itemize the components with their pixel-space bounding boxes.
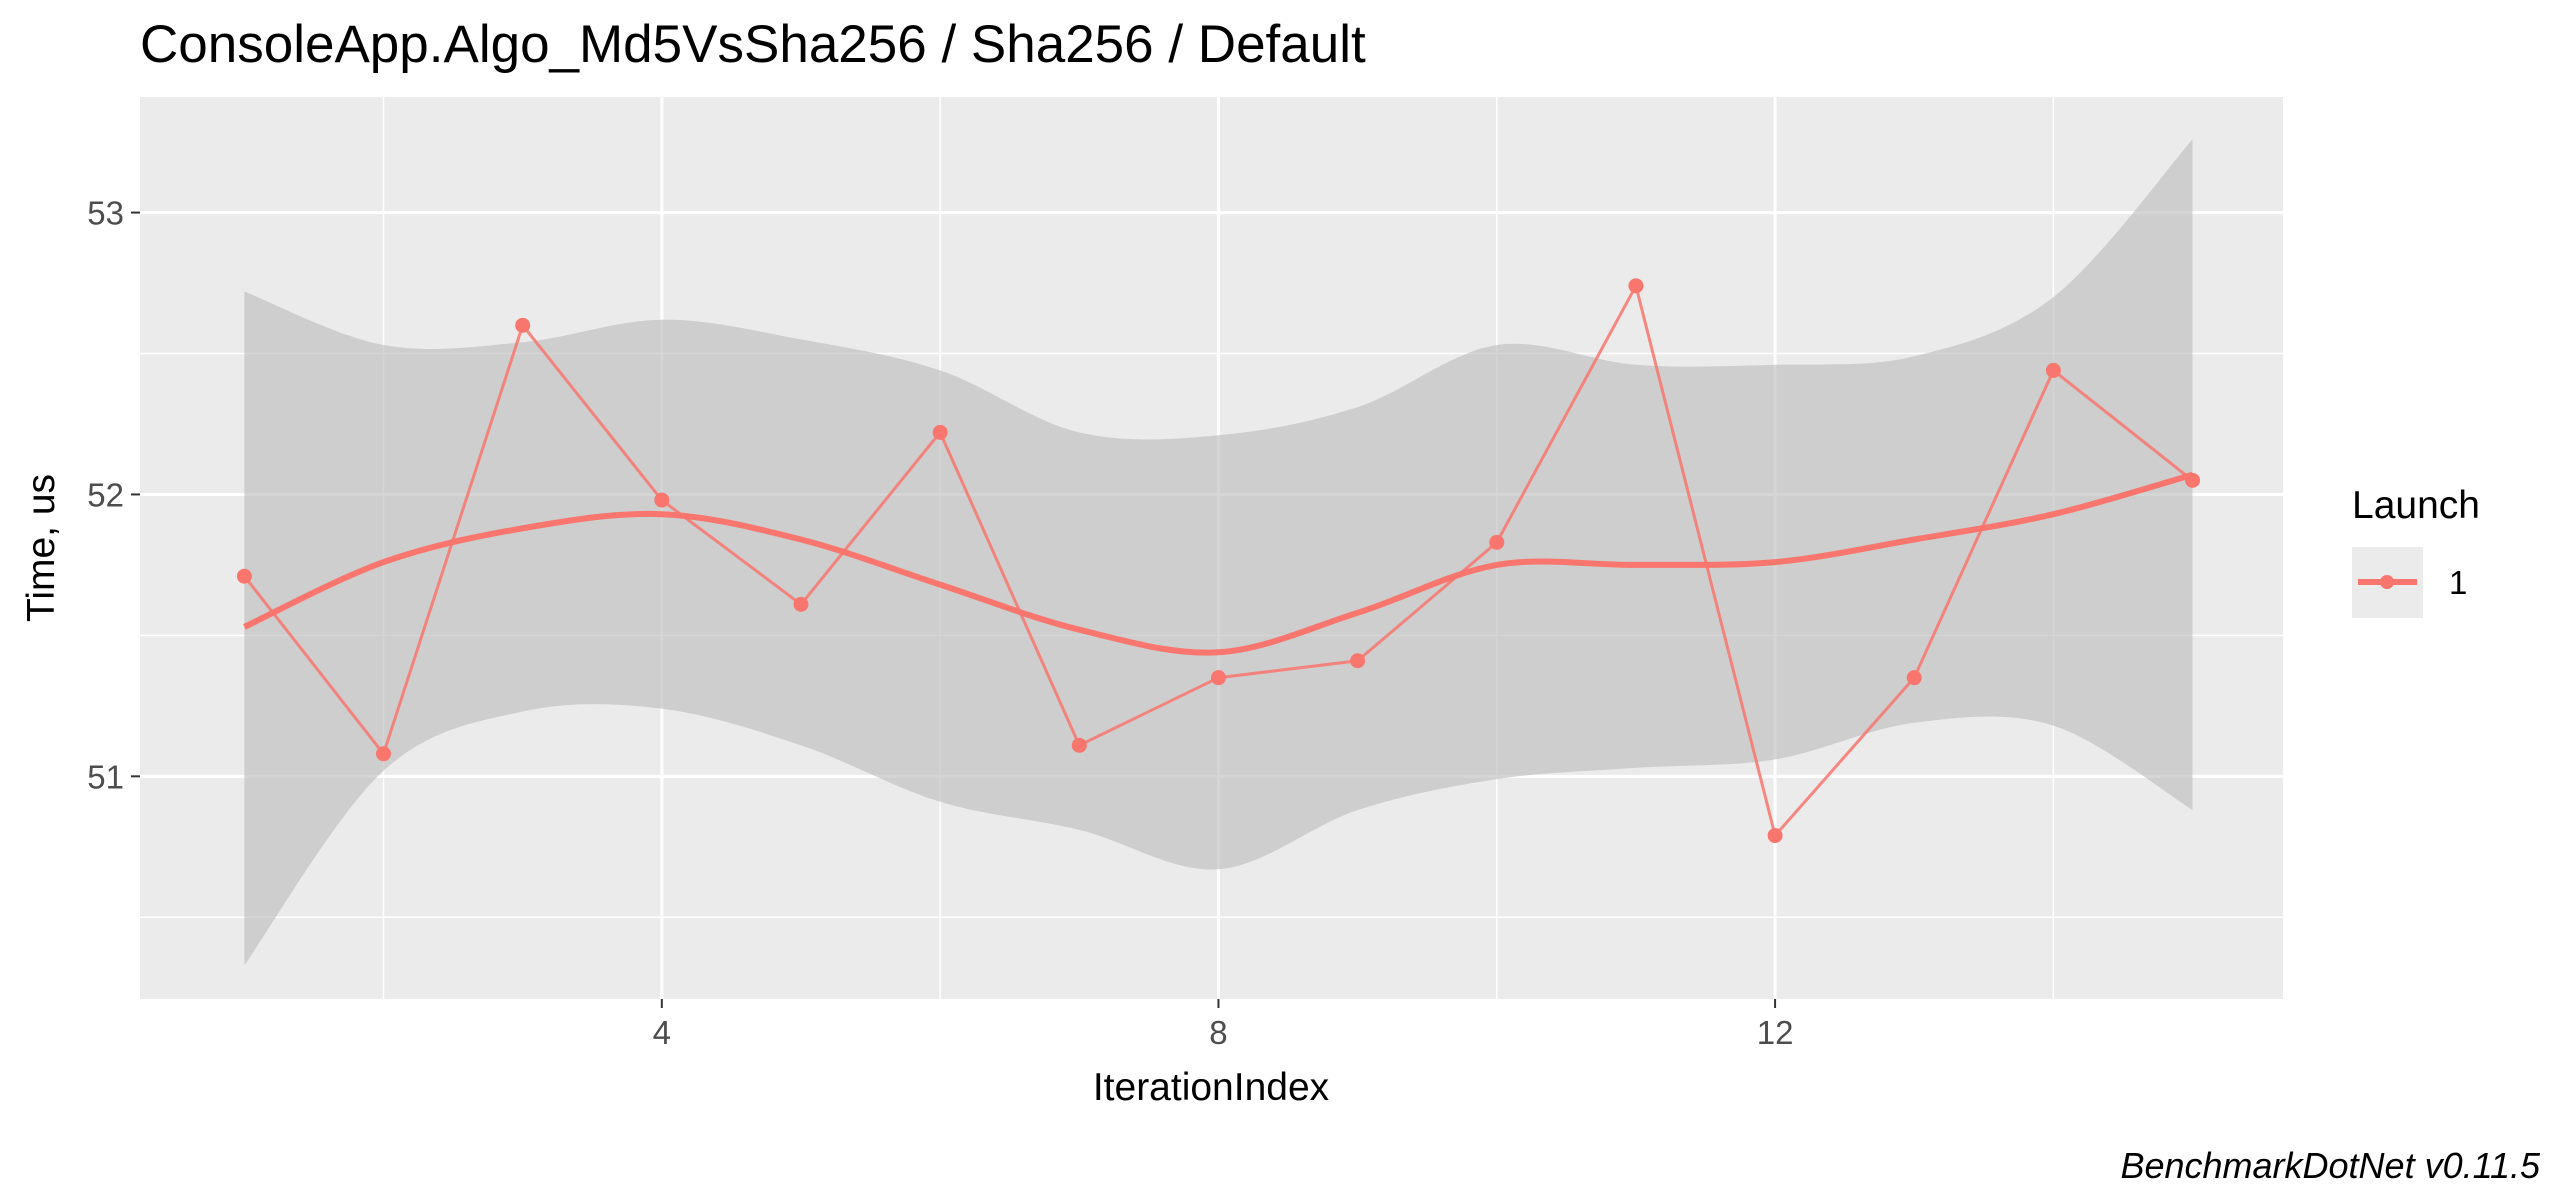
data-point (1350, 653, 1366, 669)
legend-key-point (2380, 575, 2394, 589)
axes: 4 8 12 51 52 53 (87, 195, 1793, 1051)
x-tick-label: 12 (1757, 1014, 1794, 1051)
x-axis-title: IterationIndex (1093, 1066, 1330, 1109)
smooth-line (243, 471, 2194, 656)
x-tick-label: 4 (653, 1014, 671, 1051)
data-point (2045, 362, 2061, 378)
confidence-band (244, 139, 2193, 966)
data-point (376, 746, 392, 762)
legend-entry-label: 1 (2449, 564, 2467, 601)
data-point (1767, 828, 1783, 844)
data-point (1906, 670, 1922, 686)
data-point (1071, 737, 1087, 753)
data-point (2185, 472, 2201, 488)
legend: Launch 1 (2352, 484, 2480, 618)
data-point (932, 424, 948, 440)
y-tick-label: 52 (87, 476, 124, 513)
data-point (1489, 534, 1505, 550)
data-point (1210, 670, 1226, 686)
data-point (515, 317, 531, 333)
data-point (654, 492, 670, 508)
data-point (236, 568, 252, 584)
y-tick-label: 51 (87, 758, 124, 795)
confidence-band-layer (244, 139, 2193, 966)
legend-title: Launch (2352, 484, 2480, 527)
y-tick-label: 53 (87, 195, 124, 232)
caption: BenchmarkDotNet v0.11.5 (2120, 1145, 2541, 1186)
series-layer (236, 278, 2201, 844)
chart-title: ConsoleApp.Algo_Md5VsSha256 / Sha256 / D… (140, 15, 1366, 74)
y-axis-title: Time, us (20, 474, 63, 622)
data-point (793, 596, 809, 612)
smooth-line-layer (243, 471, 2194, 656)
x-tick-label: 8 (1209, 1014, 1227, 1051)
data-point (1628, 278, 1644, 294)
